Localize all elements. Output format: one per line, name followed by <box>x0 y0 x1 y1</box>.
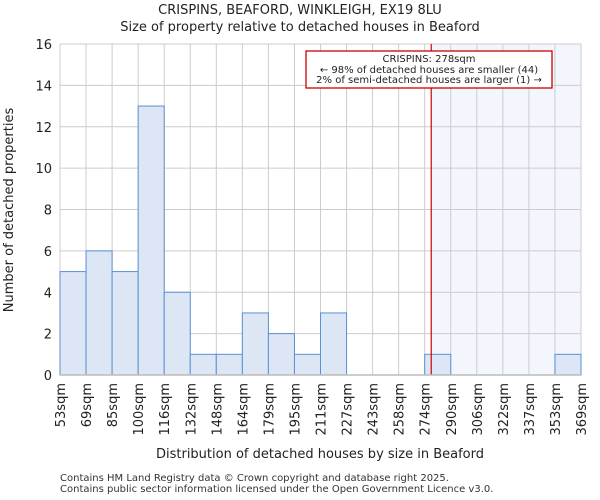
y-tick-label: 16 <box>35 38 52 53</box>
histogram-bar <box>320 312 348 376</box>
histogram-bar <box>85 250 113 376</box>
histogram-bar <box>554 353 582 376</box>
y-tick-label: 0 <box>44 369 52 384</box>
annotation-line2: ← 98% of detached houses are smaller (44… <box>320 65 538 76</box>
x-tick-label: 179sqm <box>262 383 277 436</box>
y-axis-label: Number of detached properties <box>2 108 17 313</box>
x-axis-label: Distribution of detached houses by size … <box>156 447 484 462</box>
histogram-bar <box>293 353 322 376</box>
x-tick-label: 353sqm <box>549 383 564 436</box>
histogram-bar <box>189 353 217 376</box>
x-tick-label: 274sqm <box>419 383 434 436</box>
x-tick-label: 85sqm <box>106 383 121 427</box>
histogram-bar <box>111 271 139 376</box>
histogram-bar <box>59 271 87 376</box>
x-tick-label: 227sqm <box>341 383 356 436</box>
histogram-bar <box>137 105 165 376</box>
y-tick-label: 4 <box>44 286 52 301</box>
annotation-box <box>305 50 553 89</box>
x-tick-label: 69sqm <box>80 383 95 427</box>
x-tick-label: 53sqm <box>54 383 69 427</box>
x-tick-label: 132sqm <box>184 383 199 436</box>
histogram-bar <box>215 353 243 376</box>
x-tick-label: 306sqm <box>471 383 486 436</box>
x-tick-label: 100sqm <box>132 383 147 436</box>
x-tick-label: 290sqm <box>445 383 460 436</box>
annotation-line1: CRISPINS: 278sqm <box>383 54 476 65</box>
histogram-bar <box>424 353 452 376</box>
x-tick-label: 258sqm <box>393 383 408 436</box>
histogram-bar <box>267 333 295 376</box>
y-tick-label: 10 <box>35 162 52 177</box>
y-tick-label: 6 <box>44 245 52 260</box>
x-tick-label: 116sqm <box>158 383 173 436</box>
chart-title: CRISPINS, BEAFORD, WINKLEIGH, EX19 8LU <box>158 3 442 18</box>
footer-line1: Contains HM Land Registry data © Crown c… <box>60 473 449 484</box>
x-tick-label: 148sqm <box>210 383 225 436</box>
x-tick-label: 211sqm <box>315 383 330 436</box>
y-tick-label: 12 <box>35 121 52 136</box>
x-tick-label: 322sqm <box>497 383 512 436</box>
x-tick-label: 243sqm <box>367 383 382 436</box>
chart-svg: CRISPINS, BEAFORD, WINKLEIGH, EX19 8LU S… <box>2 3 590 462</box>
y-tick-label: 14 <box>35 79 52 94</box>
x-tick-label: 369sqm <box>575 383 590 436</box>
histogram-bar <box>163 291 191 376</box>
x-tick-label: 337sqm <box>523 383 538 436</box>
histogram-bar <box>241 312 269 376</box>
y-tick-label: 2 <box>44 328 52 343</box>
chart-subtitle: Size of property relative to detached ho… <box>120 20 480 35</box>
annotation-line3: 2% of semi-detached houses are larger (1… <box>316 75 542 86</box>
x-tick-label: 195sqm <box>288 383 303 436</box>
y-tick-label: 8 <box>44 204 52 219</box>
footer-line2: Contains public sector information licen… <box>60 484 494 495</box>
x-tick-label: 164sqm <box>236 383 251 436</box>
